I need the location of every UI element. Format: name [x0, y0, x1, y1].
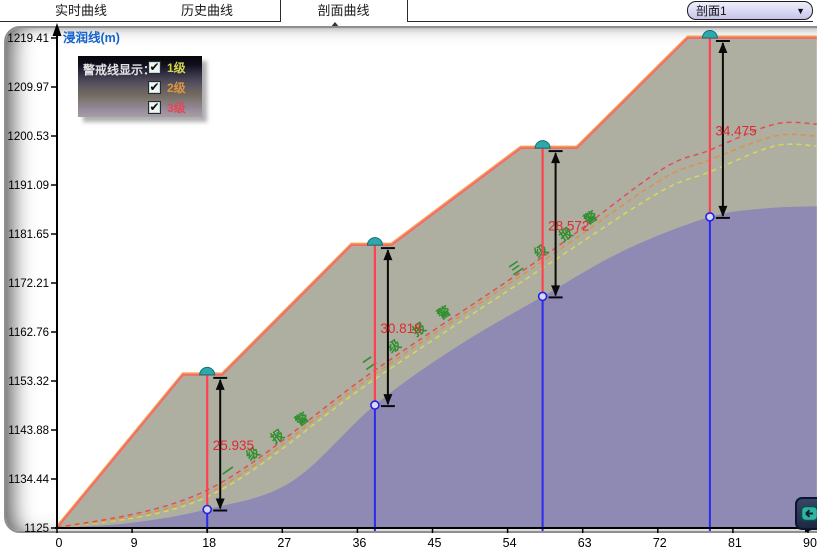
water-level-marker: [202, 504, 212, 515]
active-tab-left-border: [280, 0, 281, 22]
y-tick-label: 1191.09: [8, 180, 49, 192]
y-tick-label: 1172.21: [8, 278, 49, 290]
measurement-4: 34.475: [701, 30, 757, 531]
phreatic-zone-area: [57, 206, 817, 528]
x-tick-label: 36: [352, 536, 366, 550]
x-tick-label: 27: [277, 536, 291, 550]
dam-outline: [56, 37, 817, 529]
tab-bar: 实时曲线 历史曲线 剖面曲线: [0, 0, 817, 22]
water-level-marker: [537, 291, 548, 302]
x-tick-label: 54: [503, 536, 517, 550]
x-tick-label: 45: [428, 536, 442, 550]
x-tick-label: 0: [56, 536, 63, 550]
measurement-3: 28.572: [534, 140, 589, 531]
arrowhead-up: [215, 378, 225, 390]
y-tick-label: 1181.65: [8, 229, 49, 241]
x-tick-label: 81: [728, 536, 742, 550]
x-tick-label: 72: [653, 536, 667, 550]
arrowhead-up: [551, 152, 561, 164]
legend-row-3: ✔ 3级: [148, 99, 186, 115]
x-tick-label: 90: [803, 536, 817, 550]
water-level-marker: [370, 400, 380, 410]
tab-realtime-curve[interactable]: 实时曲线: [54, 3, 107, 18]
measurement-2: 30.818: [366, 237, 422, 531]
y-tick-label: 1143.88: [8, 425, 49, 437]
arrowhead-up: [383, 249, 393, 261]
legend-label-level-2: 2级: [167, 80, 186, 95]
legend-row-2: ✔ 2级: [148, 79, 186, 95]
measurement-1: 25.935: [199, 366, 254, 531]
profile-select-value: 剖面1: [696, 4, 727, 18]
sensor-dome-marker: [701, 30, 718, 39]
y-tick-label: 1209.97: [7, 82, 49, 94]
y-tick-label: 1153.32: [8, 376, 49, 388]
sensor-dome-marker: [534, 140, 551, 149]
x-tick-label: 18: [202, 536, 216, 550]
measurement-value: 30.818: [380, 321, 421, 336]
x-tick-label: 9: [131, 536, 138, 550]
active-tab-arrow-icon: [330, 22, 340, 28]
active-tab-right-border: [407, 0, 408, 22]
restore-view-icon: [800, 505, 817, 522]
sensor-dome-marker: [366, 237, 383, 246]
profile-select[interactable]: 剖面1 ▼: [687, 1, 813, 20]
measurement-value: 25.935: [213, 438, 254, 453]
y-tick-label: 1162.76: [8, 327, 49, 339]
y-axis-title: 浸润线(m): [63, 30, 120, 45]
y-tick-label: 1125: [24, 523, 49, 535]
measurement-value: 28.572: [548, 218, 589, 233]
measurement-value: 34.475: [715, 123, 756, 138]
arrowhead-down: [551, 285, 561, 297]
arrowhead-up: [718, 42, 728, 53]
y-tick-label: 1200.53: [7, 131, 49, 143]
warning-line-legend: 警戒线显示： ✔ 1级 ✔ 2级 ✔ 3级: [78, 56, 202, 117]
legend-row-1: ✔ 1级: [148, 59, 186, 75]
legend-checkbox-level-3[interactable]: ✔: [148, 99, 161, 114]
arrowhead-down: [383, 394, 393, 406]
legend-label-level-3: 3级: [167, 100, 186, 115]
legend-title: 警戒线显示：: [83, 63, 156, 77]
tab-history-curve[interactable]: 历史曲线: [180, 3, 233, 18]
water-level-marker: [705, 212, 715, 222]
sensor-dome-marker: [199, 366, 216, 376]
y-tick-label: 1134.44: [8, 474, 49, 486]
arrowhead-down: [718, 205, 728, 217]
tabbar-border-left: [0, 21, 280, 22]
legend-checkbox-level-2[interactable]: ✔: [148, 79, 161, 94]
y-tick-label: 1219.41: [7, 33, 49, 45]
tabbar-border-right: [407, 21, 813, 22]
arrowhead-down: [215, 498, 225, 510]
chevron-down-icon: ▼: [796, 5, 805, 16]
y-axis-arrow-icon: [52, 23, 62, 36]
tab-profile-curve[interactable]: 剖面曲线: [317, 3, 370, 18]
legend-label-level-1: 1级: [167, 60, 186, 75]
x-tick-label: 63: [578, 536, 592, 550]
restore-view-button[interactable]: [795, 497, 817, 530]
legend-checkbox-level-1[interactable]: ✔: [148, 59, 161, 74]
